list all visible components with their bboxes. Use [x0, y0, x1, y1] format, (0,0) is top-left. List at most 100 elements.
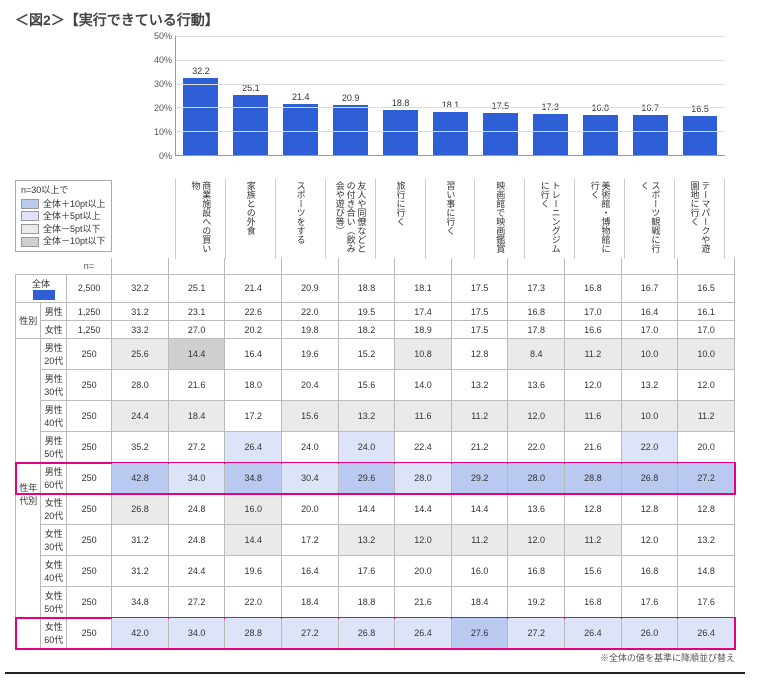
value-cell: 26.4 [565, 618, 622, 649]
value-cell: 12.0 [678, 370, 735, 401]
gridline [176, 131, 725, 132]
row-group-header: 性別 [16, 303, 41, 339]
value-cell: 34.0 [168, 463, 225, 494]
value-cell: 11.6 [565, 401, 622, 432]
bar [533, 114, 568, 155]
value-cell: 20.4 [282, 370, 339, 401]
y-tick: 50% [154, 31, 172, 41]
value-cell: 11.2 [678, 401, 735, 432]
value-cell: 17.4 [395, 303, 452, 321]
y-tick: 20% [154, 103, 172, 113]
value-cell: 29.6 [338, 463, 395, 494]
bar-value-label: 20.9 [326, 93, 376, 103]
x-axis-label: 美術館・博物館に行く [575, 179, 625, 259]
value-cell: 16.8 [621, 556, 678, 587]
value-cell: 13.6 [508, 370, 565, 401]
bar-slot: 21.4 [276, 36, 326, 155]
x-axis-label: 映画館で映画鑑賞 [475, 179, 525, 259]
value-cell: 18.2 [338, 321, 395, 339]
value-cell: 17.2 [282, 525, 339, 556]
value-cell: 15.6 [338, 370, 395, 401]
value-cell: 17.5 [451, 274, 508, 303]
y-tick: 40% [154, 55, 172, 65]
bottom-rule [5, 672, 745, 674]
value-cell: 14.0 [395, 370, 452, 401]
value-cell: 17.2 [225, 401, 282, 432]
table-row: 全体2,50032.225.121.420.918.818.117.517.31… [16, 274, 735, 303]
value-cell: 12.8 [565, 494, 622, 525]
value-cell: 23.1 [168, 303, 225, 321]
value-cell: 14.4 [338, 494, 395, 525]
bar [583, 115, 618, 155]
value-cell: 27.2 [168, 587, 225, 618]
legend-swatch [21, 211, 39, 221]
value-cell: 26.4 [395, 618, 452, 649]
row-label: 男性60代 [41, 463, 66, 494]
value-cell: 24.4 [112, 401, 169, 432]
value-cell: 34.0 [168, 618, 225, 649]
table-row: 男性40代25024.418.417.215.613.211.611.212.0… [16, 401, 735, 432]
gridline [176, 107, 725, 108]
value-cell: 10.8 [395, 339, 452, 370]
value-cell: 11.6 [395, 401, 452, 432]
value-cell: 21.6 [395, 587, 452, 618]
bar-slot: 18.8 [376, 36, 426, 155]
footnote: ※全体の値を基準に降順並び替え [15, 651, 735, 664]
value-cell: 16.7 [621, 274, 678, 303]
value-cell: 25.6 [112, 339, 169, 370]
value-cell: 21.4 [225, 274, 282, 303]
legend-item: 全体－10pt以下 [21, 235, 106, 248]
value-cell: 16.8 [565, 274, 622, 303]
n-cell: 250 [66, 370, 111, 401]
value-cell: 27.2 [678, 463, 735, 494]
x-axis-label: 旅行に行く [376, 179, 426, 259]
value-cell: 17.0 [621, 321, 678, 339]
value-cell: 19.5 [338, 303, 395, 321]
value-cell: 42.8 [112, 463, 169, 494]
table-row: 男性30代25028.021.618.020.415.614.013.213.6… [16, 370, 735, 401]
bar-value-label: 17.5 [475, 101, 525, 111]
value-cell: 24.0 [282, 432, 339, 463]
value-cell: 14.4 [225, 525, 282, 556]
value-cell: 15.2 [338, 339, 395, 370]
value-cell: 34.8 [225, 463, 282, 494]
value-cell: 20.0 [395, 556, 452, 587]
value-cell: 19.8 [282, 321, 339, 339]
x-axis-label: テーマパークや遊園地に行く [675, 179, 725, 259]
value-cell: 24.4 [168, 556, 225, 587]
value-cell: 16.1 [678, 303, 735, 321]
legend-swatch [21, 237, 39, 247]
value-cell: 18.0 [225, 370, 282, 401]
bar-slot: 32.2 [176, 36, 226, 155]
table-row: 男性60代25042.834.034.830.429.628.029.228.0… [16, 463, 735, 494]
table-row: 女性20代25026.824.816.020.014.414.414.413.6… [16, 494, 735, 525]
value-cell: 12.8 [621, 494, 678, 525]
bar-slot: 18.1 [426, 36, 476, 155]
value-cell: 12.0 [508, 525, 565, 556]
legend-label: 全体－10pt以下 [43, 235, 106, 248]
bar-value-label: 25.1 [226, 83, 276, 93]
value-cell: 15.6 [565, 556, 622, 587]
value-cell: 28.0 [112, 370, 169, 401]
legend-item: 全体＋10pt以上 [21, 198, 106, 211]
y-tick: 30% [154, 79, 172, 89]
value-cell: 32.2 [112, 274, 169, 303]
value-cell: 12.0 [395, 525, 452, 556]
bar [483, 113, 518, 155]
value-cell: 16.8 [508, 303, 565, 321]
bar-value-label: 21.4 [276, 92, 326, 102]
bar [633, 115, 668, 155]
x-axis-labels: 商業施設への買い物家族との外食スポーツをする友人や同僚などとの付き合い（飲み会や… [175, 179, 725, 259]
value-cell: 16.8 [508, 556, 565, 587]
gridline [176, 60, 725, 61]
x-axis-label: 家族との外食 [226, 179, 276, 259]
value-cell: 31.2 [112, 303, 169, 321]
row-label: 男性30代 [41, 370, 66, 401]
row-group-header: 全体 [16, 274, 67, 303]
value-cell: 18.4 [282, 587, 339, 618]
value-cell: 20.0 [678, 432, 735, 463]
value-cell: 18.4 [168, 401, 225, 432]
value-cell: 24.8 [168, 525, 225, 556]
x-axis-label: 友人や同僚などとの付き合い（飲み会や遊び等） [326, 179, 376, 259]
table-row: 女性60代25042.034.028.827.226.826.427.627.2… [16, 618, 735, 649]
